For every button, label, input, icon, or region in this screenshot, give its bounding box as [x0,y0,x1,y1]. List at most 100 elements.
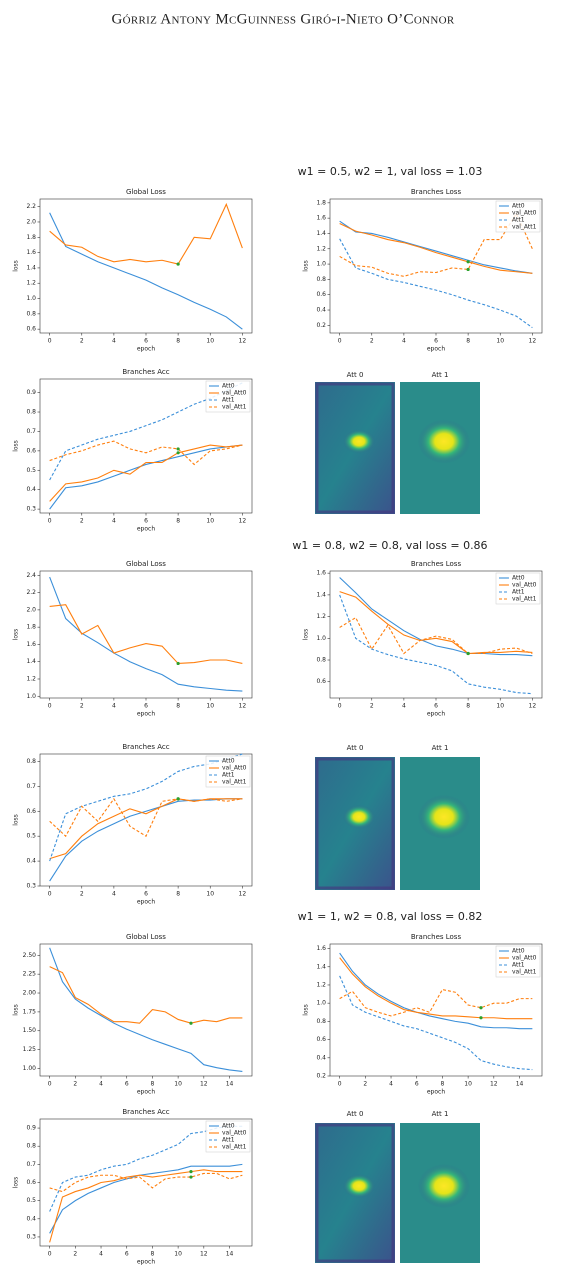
data-line [339,957,533,1020]
x-tick-label: 8 [176,518,180,525]
x-tick-label: 0 [338,338,342,345]
x-axis-label: epoch [137,1089,155,1096]
x-tick-label: 8 [151,1251,155,1258]
y-tick-label: 1.0 [26,693,36,700]
legend-label: val_Att0 [222,765,247,772]
figure-caption: w1 = 0.8, w2 = 0.8, val loss = 0.86 [292,539,487,552]
x-tick-label: 2 [73,1251,77,1258]
attention-blob [418,1164,470,1208]
y-tick-label: 2.2 [26,589,36,596]
data-line [49,604,243,665]
data-line [49,798,243,882]
y-tick-label: 0.6 [316,291,326,298]
y-tick-label: 1.8 [26,624,36,631]
x-tick-label: 8 [151,1081,155,1088]
legend-label: Att0 [512,203,525,210]
best-epoch-marker [176,262,180,266]
legend-label: Att1 [222,1137,235,1144]
data-line [339,223,533,274]
y-axis-label: loss [13,629,20,641]
y-tick-label: 1.6 [316,215,326,222]
y-tick-label: 1.0 [316,1000,326,1007]
attention-title: Att 1 [432,1110,449,1118]
x-tick-label: 8 [176,338,180,345]
y-tick-label: 1.6 [26,641,36,648]
y-tick-label: 2.0 [26,218,36,225]
legend-label: Att1 [512,217,525,224]
y-tick-label: 1.2 [26,280,36,287]
x-tick-label: 0 [338,703,342,710]
data-line [339,988,533,1017]
best-epoch-marker [189,1021,193,1025]
legend-label: val_Att1 [512,596,537,603]
x-tick-label: 8 [176,703,180,710]
y-axis-label: loss [13,260,20,272]
x-tick-label: 0 [48,518,52,525]
y-tick-label: 1.4 [316,230,326,237]
y-tick-label: 1.25 [23,1046,37,1053]
y-tick-label: 1.2 [316,981,326,988]
x-tick-label: 6 [434,703,438,710]
y-tick-label: 1.4 [316,963,326,970]
data-line [339,577,533,657]
x-tick-label: 4 [402,338,406,345]
data-line [49,440,243,466]
x-tick-label: 10 [206,338,214,345]
running-header: Górriz Antony McGuinness Giró-i-Nieto O’… [112,11,455,27]
x-tick-label: 12 [239,703,247,710]
attention-title: Att 0 [347,744,364,752]
x-axis-label: epoch [137,346,155,353]
x-tick-label: 6 [434,338,438,345]
y-tick-label: 1.50 [23,1027,37,1034]
x-tick-label: 14 [516,1081,524,1088]
legend-label: Att1 [222,397,235,404]
x-tick-label: 8 [176,891,180,898]
attention-blob [343,429,375,454]
x-tick-label: 12 [529,338,537,345]
x-tick-label: 6 [125,1251,129,1258]
x-tick-label: 4 [112,703,116,710]
data-line [49,576,243,692]
plot-frame [39,198,253,334]
legend-label: val_Att0 [512,955,537,962]
chart-title: Branches Acc [122,368,169,376]
y-axis-label: loss [13,1004,20,1016]
attention-blob [343,804,375,829]
x-tick-label: 4 [112,891,116,898]
x-tick-label: 2 [80,891,84,898]
x-tick-label: 8 [466,703,470,710]
legend-label: Att0 [222,758,235,765]
y-axis-label: loss [13,440,20,452]
y-tick-label: 0.6 [26,1179,36,1186]
best-epoch-marker [479,1006,483,1010]
data-line [339,238,533,329]
x-axis-label: epoch [137,526,155,533]
data-line [339,220,533,274]
y-tick-label: 0.8 [26,758,36,765]
y-tick-label: 0.8 [26,1143,36,1150]
y-tick-label: 1.8 [26,234,36,241]
plot-frame [39,943,253,1077]
y-tick-label: 0.3 [26,1233,36,1240]
legend-label: Att0 [512,948,525,955]
legend-label: val_Att1 [512,224,537,231]
legend-label: Att0 [222,1123,235,1130]
x-tick-label: 12 [200,1081,208,1088]
y-tick-label: 1.0 [26,295,36,302]
x-tick-label: 0 [48,891,52,898]
x-tick-label: 0 [48,338,52,345]
chart-title: Branches Loss [411,560,462,568]
y-axis-label: loss [13,814,20,826]
y-tick-label: 1.4 [26,658,36,665]
attention-blob [418,794,470,839]
chart-title: Branches Acc [122,1108,169,1116]
y-tick-label: 2.4 [26,572,36,579]
x-tick-label: 6 [144,703,148,710]
y-tick-label: 1.6 [316,570,326,577]
x-tick-label: 4 [402,703,406,710]
attention-title: Att 0 [347,1110,364,1118]
y-tick-label: 0.6 [26,326,36,333]
data-line [339,616,533,655]
attention-title: Att 0 [347,371,364,379]
